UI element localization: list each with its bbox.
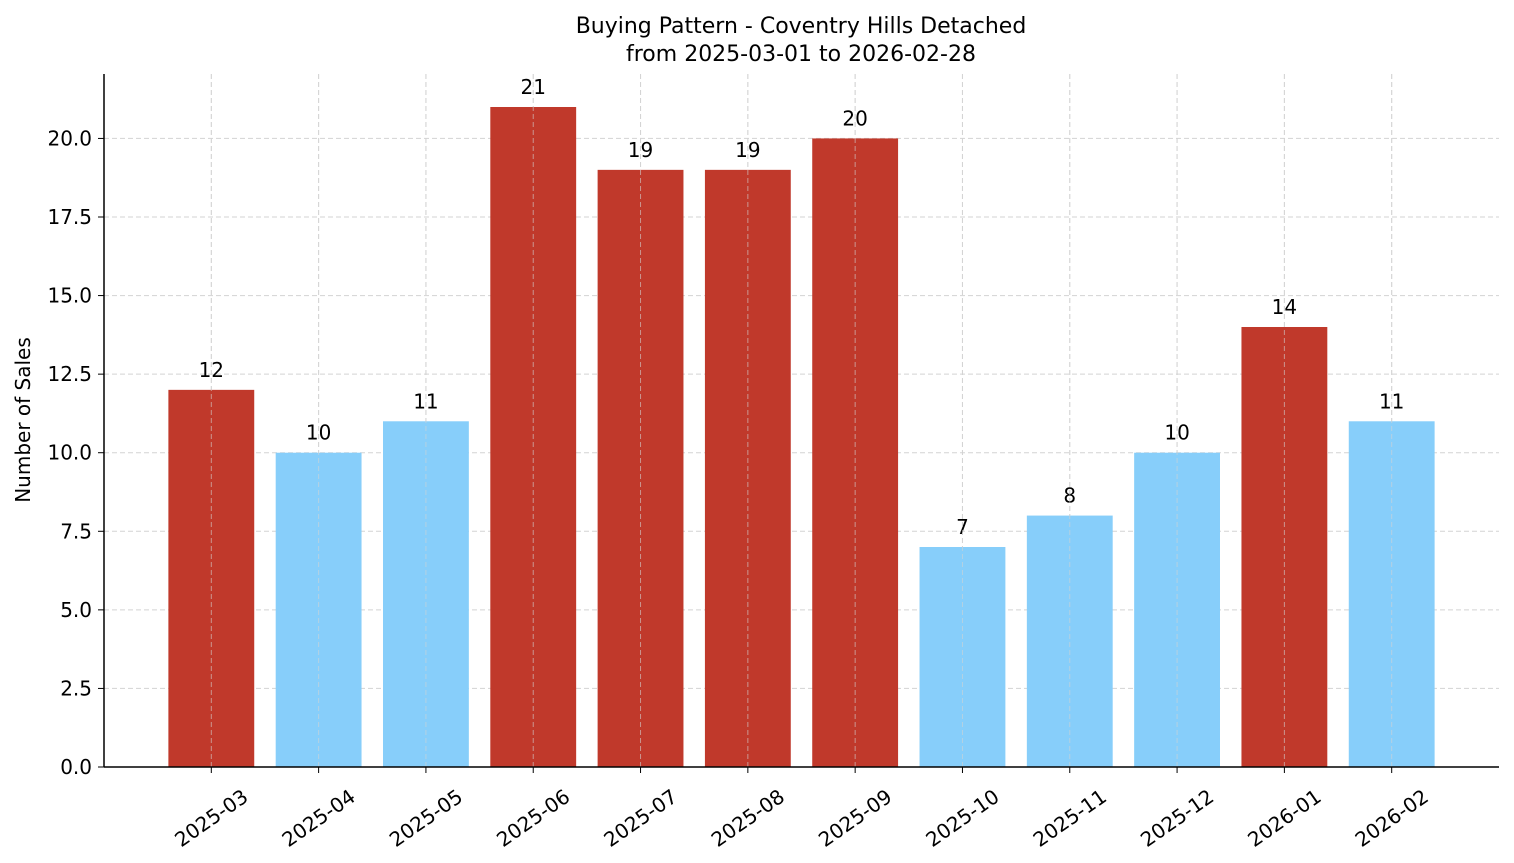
y-tick-label: 0.0 xyxy=(60,755,92,779)
value-label: 11 xyxy=(1379,389,1404,413)
value-label: 8 xyxy=(1063,484,1076,508)
y-tick-label: 12.5 xyxy=(47,362,92,386)
y-tick-label: 5.0 xyxy=(60,598,92,622)
x-tick-label: 2025-09 xyxy=(814,784,896,852)
value-label: 10 xyxy=(1164,421,1189,445)
value-label: 10 xyxy=(306,421,331,445)
x-tick-label: 2025-07 xyxy=(599,784,681,852)
chart-title: Buying Pattern - Coventry Hills Detached xyxy=(576,14,1027,39)
x-tick-label: 2025-05 xyxy=(385,784,467,852)
y-tick-label: 7.5 xyxy=(60,519,92,543)
x-tick-label: 2025-12 xyxy=(1136,784,1218,852)
bar xyxy=(1026,515,1113,767)
x-tick-label: 2025-04 xyxy=(278,784,360,852)
value-label: 11 xyxy=(413,389,438,413)
x-tick-label: 2026-01 xyxy=(1243,784,1325,852)
y-tick-label: 17.5 xyxy=(47,205,92,229)
x-tick-label: 2025-10 xyxy=(921,784,1003,852)
y-tick-label: 15.0 xyxy=(47,284,92,308)
x-tick-label: 2025-11 xyxy=(1029,784,1111,852)
y-tick-label: 20.0 xyxy=(47,126,92,150)
y-tick-label: 10.0 xyxy=(47,441,92,465)
y-tick-label: 2.5 xyxy=(60,676,92,700)
chart-subtitle: from 2025-03-01 to 2026-02-28 xyxy=(626,42,976,67)
x-tick-label: 2026-02 xyxy=(1351,784,1433,852)
y-axis-label: Number of Sales xyxy=(11,337,35,503)
value-label: 12 xyxy=(199,358,224,382)
x-tick-label: 2025-08 xyxy=(707,784,789,852)
x-tick-label: 2025-06 xyxy=(492,784,574,852)
x-tick-label: 2025-03 xyxy=(170,784,252,852)
